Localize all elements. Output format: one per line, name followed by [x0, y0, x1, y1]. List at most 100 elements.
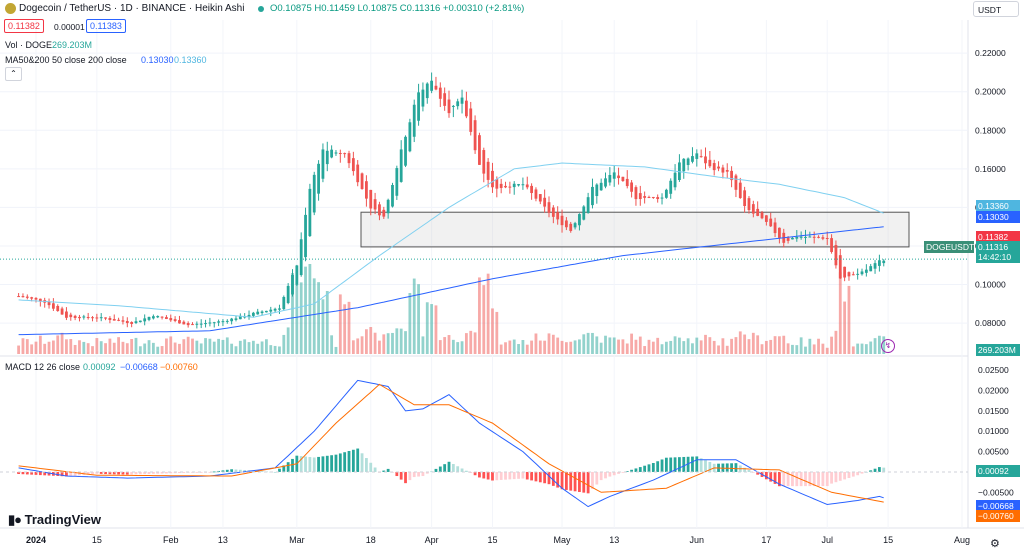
- volume-bar: [573, 340, 577, 354]
- macd-histogram-bar: [860, 471, 864, 474]
- candle-body: [751, 204, 755, 214]
- candle-body: [451, 105, 455, 107]
- buy-price-box[interactable]: 0.11383: [86, 19, 126, 33]
- macd-histogram-bar: [308, 457, 312, 472]
- candle-body: [573, 223, 577, 228]
- candle-body: [121, 320, 125, 322]
- candle-body: [234, 318, 238, 320]
- volume-bar: [208, 338, 212, 354]
- volume-bar: [191, 338, 194, 354]
- macd-histogram-bar: [386, 468, 390, 472]
- macd-histogram-bar: [117, 471, 121, 475]
- flash-icon[interactable]: ↯: [881, 339, 895, 353]
- candle-body: [56, 305, 60, 312]
- volume-bar: [860, 343, 864, 354]
- volume-bar: [743, 334, 747, 354]
- macd-hist-tag: 0.00092: [976, 465, 1020, 477]
- macd-histogram-bar: [786, 471, 790, 487]
- sell-price-box[interactable]: 0.11382: [4, 19, 44, 33]
- volume-bar: [699, 340, 703, 354]
- candle-body: [551, 207, 555, 217]
- candle-body: [804, 236, 807, 238]
- volume-bar: [591, 332, 594, 354]
- candle-body: [695, 153, 699, 159]
- volume-bar: [351, 340, 355, 354]
- macd-histogram-bar: [608, 471, 612, 477]
- chart-title[interactable]: Dogecoin / TetherUS · 1D · BINANCE · Hei…: [19, 3, 245, 14]
- volume-bar: [404, 331, 407, 354]
- candle-body: [278, 308, 281, 310]
- volume-legend-label[interactable]: Vol · DOGE: [5, 40, 53, 50]
- macd-histogram-bar: [791, 471, 794, 487]
- candle-body: [560, 215, 564, 226]
- macd-histogram-bar: [299, 456, 303, 472]
- time-tick-label: Apr: [425, 535, 439, 545]
- currency-button[interactable]: USDT: [973, 1, 1019, 17]
- volume-bar: [682, 341, 686, 354]
- settings-gear-icon[interactable]: ⚙: [990, 538, 1000, 550]
- macd-tick-label: 0.02000: [978, 386, 1009, 396]
- volume-bar: [212, 341, 216, 354]
- volume-bar: [543, 340, 547, 354]
- macd-histogram-bar: [460, 468, 464, 472]
- candle-body: [60, 308, 64, 315]
- candle-body: [830, 238, 833, 252]
- volume-bar: [99, 341, 103, 354]
- volume-bar: [195, 340, 199, 354]
- macd-legend-label[interactable]: MACD 12 26 close: [5, 362, 81, 372]
- volume-bar: [556, 337, 560, 354]
- volume-bar: [773, 336, 777, 354]
- candle-body: [756, 208, 760, 216]
- macd-histogram-bar: [251, 470, 255, 472]
- candle-body: [312, 174, 316, 213]
- volume-bar: [186, 336, 190, 354]
- volume-bar: [130, 339, 134, 354]
- candle-body: [786, 237, 790, 241]
- volume-bar: [334, 346, 338, 354]
- candle-body: [660, 197, 664, 199]
- volume-bar: [547, 333, 551, 354]
- time-tick-label: 15: [883, 535, 893, 545]
- candle-body: [182, 321, 186, 325]
- macd-line-tag: −0.00668: [976, 500, 1020, 512]
- macd-histogram-bar: [877, 467, 881, 472]
- volume-bar: [247, 342, 251, 354]
- macd-histogram-bar: [821, 471, 825, 487]
- volume-bar: [508, 340, 512, 354]
- volume-bar: [347, 301, 351, 354]
- volume-bar: [417, 284, 420, 354]
- macd-histogram-bar: [478, 471, 481, 478]
- collapse-legend-button[interactable]: ⌃: [5, 67, 22, 81]
- macd-histogram-bar: [617, 471, 620, 474]
- candle-body: [391, 185, 394, 207]
- ma-legend-label[interactable]: MA50&200 50 close 200 close: [5, 55, 127, 65]
- macd-histogram-bar: [225, 469, 229, 472]
- last-price-tag: 0.11316: [976, 241, 1020, 253]
- volume-bar: [686, 338, 690, 354]
- candle-body: [795, 236, 799, 239]
- candle-body: [508, 186, 512, 188]
- macd-histogram-bar: [95, 471, 99, 474]
- candle-body: [638, 193, 642, 200]
- candle-body: [877, 260, 881, 266]
- macd-histogram-bar: [108, 471, 112, 475]
- candle-body: [734, 175, 738, 190]
- candle-body: [764, 215, 768, 222]
- volume-bar: [330, 335, 334, 354]
- candle-body: [699, 156, 703, 158]
- macd-histogram-bar: [443, 464, 447, 472]
- volume-bar: [464, 333, 468, 354]
- volume-bar: [608, 337, 612, 354]
- macd-histogram-bar: [734, 463, 738, 472]
- volume-bar: [695, 337, 699, 354]
- volume-bar: [278, 346, 281, 354]
- candle-body: [747, 198, 751, 211]
- macd-histogram-bar: [91, 471, 94, 475]
- macd-histogram-bar: [499, 471, 503, 480]
- volume-bar: [399, 328, 403, 354]
- macd-histogram-bar: [404, 471, 407, 484]
- macd-legend-signal: −0.00760: [160, 362, 198, 372]
- candle-body: [838, 255, 842, 279]
- macd-histogram-bar: [125, 471, 129, 475]
